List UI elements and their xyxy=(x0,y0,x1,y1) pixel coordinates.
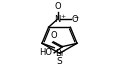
Text: HO: HO xyxy=(39,48,52,57)
Text: O: O xyxy=(54,2,61,11)
Text: N: N xyxy=(54,15,61,24)
Text: −: − xyxy=(73,15,78,20)
Text: O: O xyxy=(50,31,57,40)
Text: O: O xyxy=(72,15,78,24)
Text: +: + xyxy=(60,14,66,19)
Text: Br: Br xyxy=(56,49,65,58)
Text: S: S xyxy=(57,57,62,66)
